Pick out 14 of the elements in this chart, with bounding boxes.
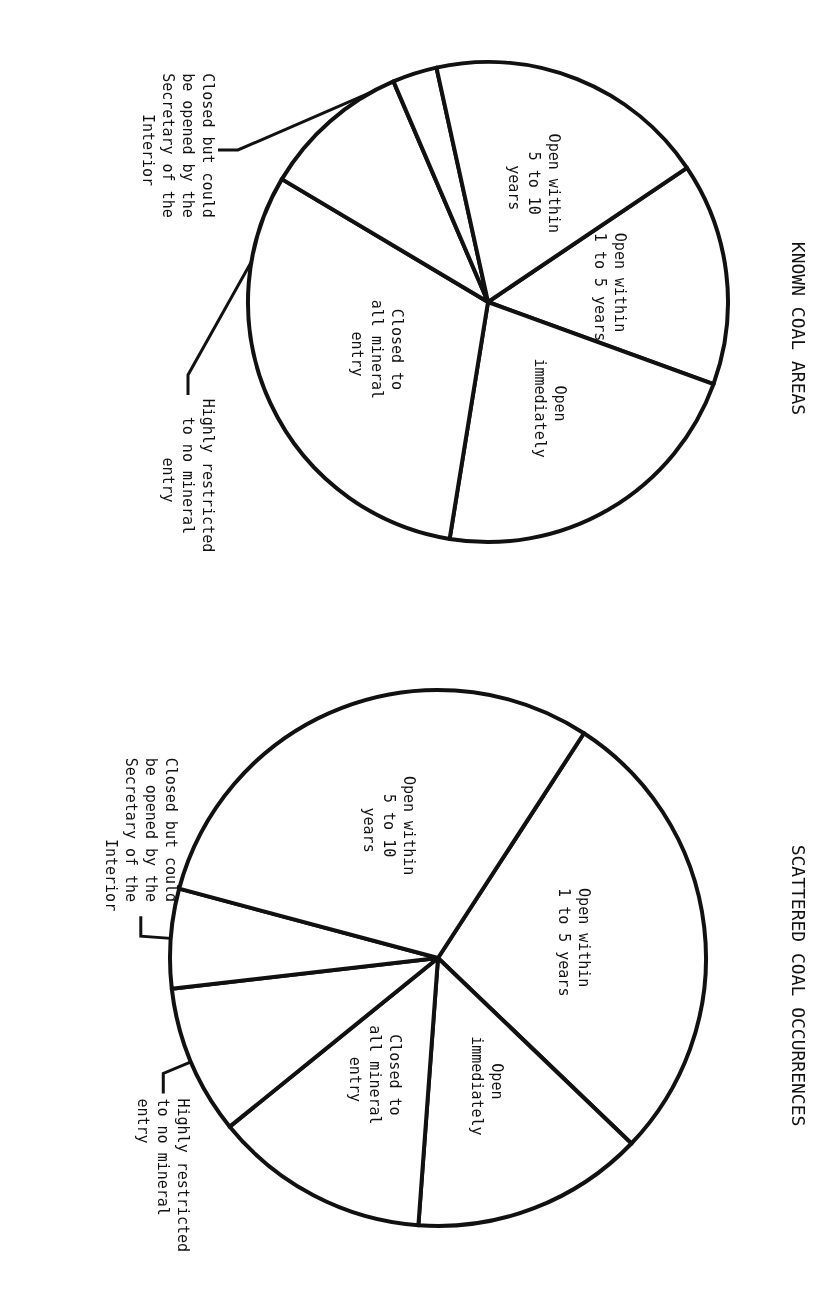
slice-label: Closed to all mineral entry xyxy=(345,1025,404,1134)
slice-label: Open within 1 to 5 years xyxy=(555,888,594,997)
slice-label: Open immediately xyxy=(468,1036,507,1136)
text: KNOWN COAL AREAS xyxy=(787,241,809,416)
slice-label: Open immediately xyxy=(531,358,570,458)
slice-label: Closed to all mineral entry xyxy=(347,299,406,409)
slice-label: Open within 5 to 10 years xyxy=(359,775,418,885)
slice-label: Highly restricted to no mineral entry xyxy=(134,1098,193,1262)
slice-label: Closed but could be opened by the Secretary of the Interior xyxy=(139,73,217,227)
slice-label: Highly restricted to no mineral entry xyxy=(159,398,217,562)
text: SCATTERED COAL OCCURRENCES xyxy=(787,844,809,1127)
slice-label: Open within 5 to 10 years xyxy=(504,133,563,242)
slice-label: Open within 1 to 5 years xyxy=(591,232,630,342)
slice-label: Closed but could be opened by the Secretary of the Interior xyxy=(101,757,180,912)
